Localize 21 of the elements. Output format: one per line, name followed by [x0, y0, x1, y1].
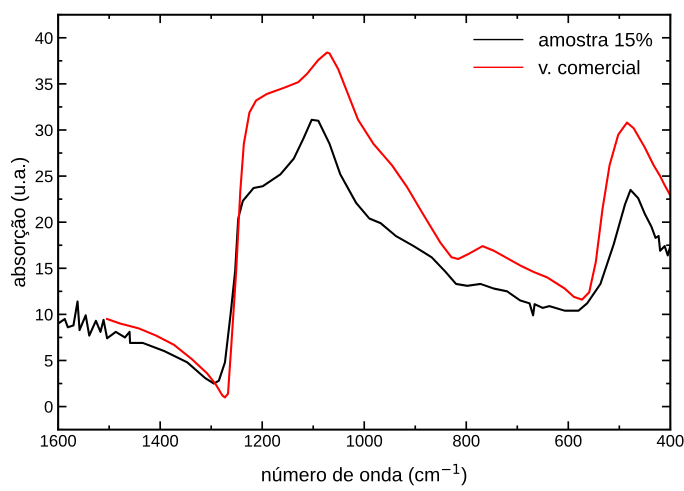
- y-tick-label: 40: [35, 32, 53, 44]
- x-tick-label: 800: [453, 434, 480, 447]
- legend-label: v. comercial: [538, 60, 640, 74]
- x-tick-label: 1400: [142, 434, 178, 447]
- x-tick-label: 1200: [244, 434, 280, 447]
- y-tick-label: 5: [44, 355, 53, 367]
- y-tick-label: 35: [35, 78, 53, 90]
- y-tick-label: 30: [35, 124, 53, 136]
- y-tick-label: 10: [36, 308, 53, 321]
- x-tick-label: 1600: [40, 434, 76, 447]
- x-tick-label: 600: [555, 434, 582, 447]
- x-axis-title: número de onda (cm$^{−1}$): [262, 464, 466, 486]
- x-tick-label: 1000: [346, 434, 382, 447]
- x-tick-label: 400: [656, 434, 684, 447]
- y-tick-label: 0: [44, 400, 53, 413]
- y-tick-label: 20: [36, 216, 53, 228]
- y-tick-label: 25: [36, 170, 53, 182]
- y-tick-label: 15: [36, 262, 53, 274]
- legend-label: amostra 15%: [539, 32, 652, 47]
- y-axis-title: absorção (u.a.): [10, 158, 30, 287]
- line-series: [106, 51, 670, 398]
